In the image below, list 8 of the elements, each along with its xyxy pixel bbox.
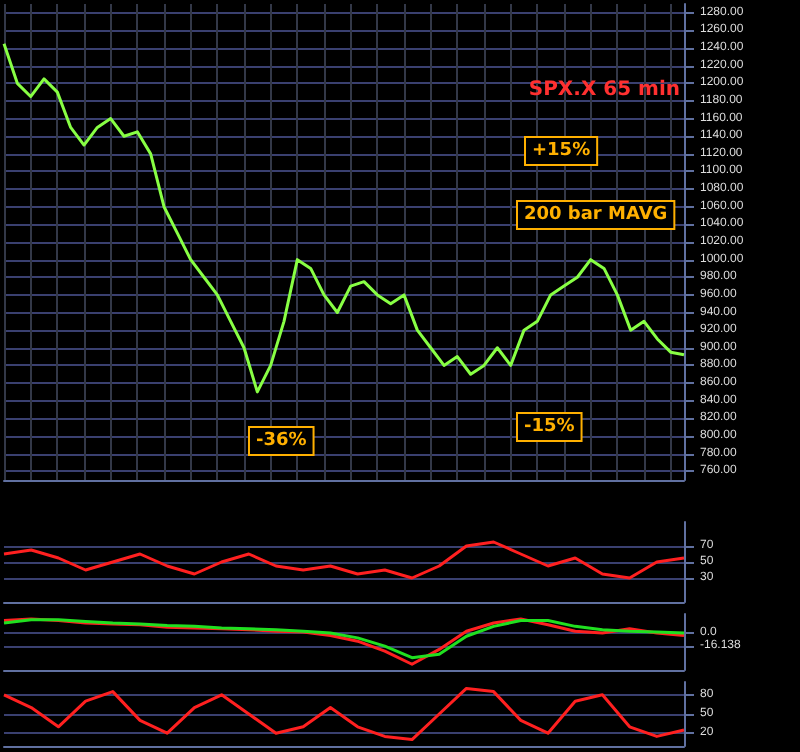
annotation: -36% — [256, 431, 307, 451]
line-series — [2, 686, 686, 742]
line-series — [2, 540, 686, 580]
annotation: 200 bar MAVG — [524, 205, 668, 225]
annotation: +15% — [532, 141, 591, 161]
line-series — [2, 42, 686, 394]
text: SPX.X 65 min — [528, 79, 681, 101]
annotation: -15% — [524, 417, 575, 437]
